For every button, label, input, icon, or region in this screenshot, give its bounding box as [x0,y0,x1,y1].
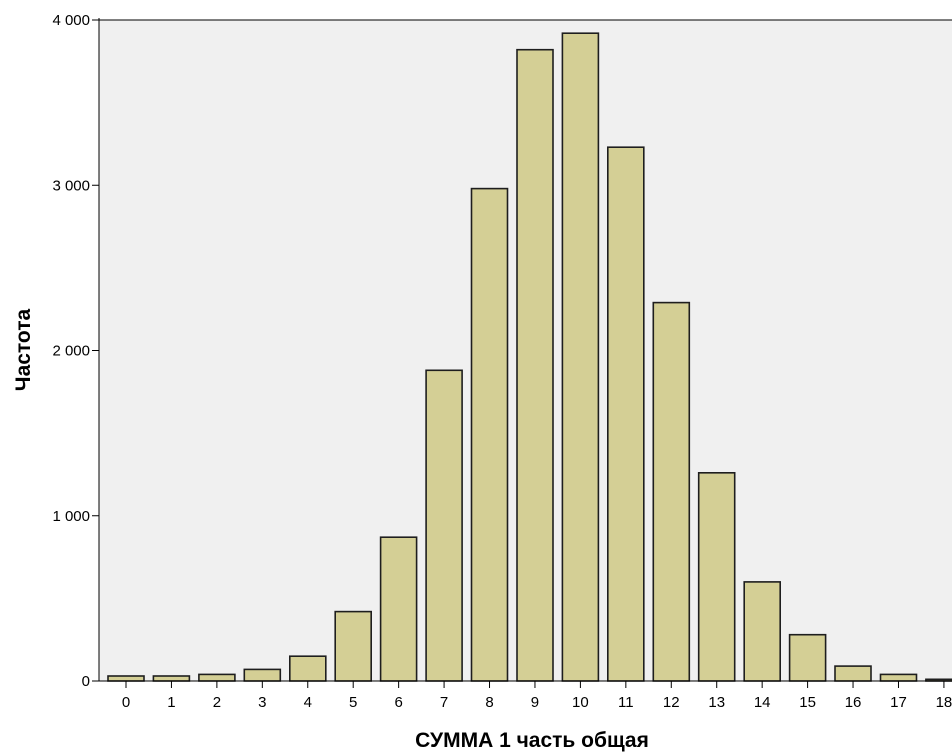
bar-5 [334,610,373,682]
x-tick-label: 2 [213,694,221,711]
y-tick-label: 1 000 [52,508,90,525]
bar-14 [743,581,782,682]
x-tick-label: 12 [663,694,680,711]
x-tick-label: 8 [485,694,493,711]
bar-13 [697,471,736,682]
bars-group [107,32,952,682]
bar-16 [834,665,872,682]
x-tick-label: 14 [754,694,771,711]
y-tick-label: 3 000 [52,177,90,194]
x-tick-label: 6 [394,694,402,711]
x-tick-label: 15 [799,694,816,711]
bar-17 [879,673,918,682]
x-tick-label: 3 [258,694,266,711]
x-tick-label: 13 [708,694,725,711]
y-axis-title: Частота [12,308,35,391]
x-tick-label: 4 [304,694,312,711]
y-tick-label: 4 000 [52,12,90,29]
bar-8 [470,187,509,682]
y-tick-label: 2 000 [52,343,90,360]
bar-10 [561,32,600,682]
x-tick-label: 1 [167,694,175,711]
x-tick-label: 11 [618,694,634,711]
x-tick-label: 7 [440,694,448,711]
x-tick-label: 17 [890,694,907,711]
bar-15 [788,633,827,682]
bar-4 [288,655,327,682]
bar-6 [379,536,418,682]
y-tick-label: 0 [82,673,90,690]
x-tick-label: 16 [845,694,862,711]
bar-11 [606,146,645,682]
x-axis: 0 1 2 3 4 5 6 7 8 9 10 11 12 13 14 15 16 17 18 [99,680,952,711]
bar-12 [652,301,691,682]
x-tick-label: 5 [349,694,357,711]
bar-0 [107,675,145,682]
x-tick-label: 18 [936,694,952,711]
x-tick-label: 10 [572,694,589,711]
bar-3 [243,668,282,682]
bar-7 [425,369,463,682]
x-tick-label: 9 [531,694,539,711]
x-tick-label: 0 [122,694,130,711]
bar-9 [516,48,554,682]
y-axis: 0 1 000 2 000 3 000 4 000 [52,12,952,690]
bar-1 [152,675,191,682]
x-axis-title: СУММА 1 часть общая [415,729,649,752]
bar-2 [198,673,236,682]
